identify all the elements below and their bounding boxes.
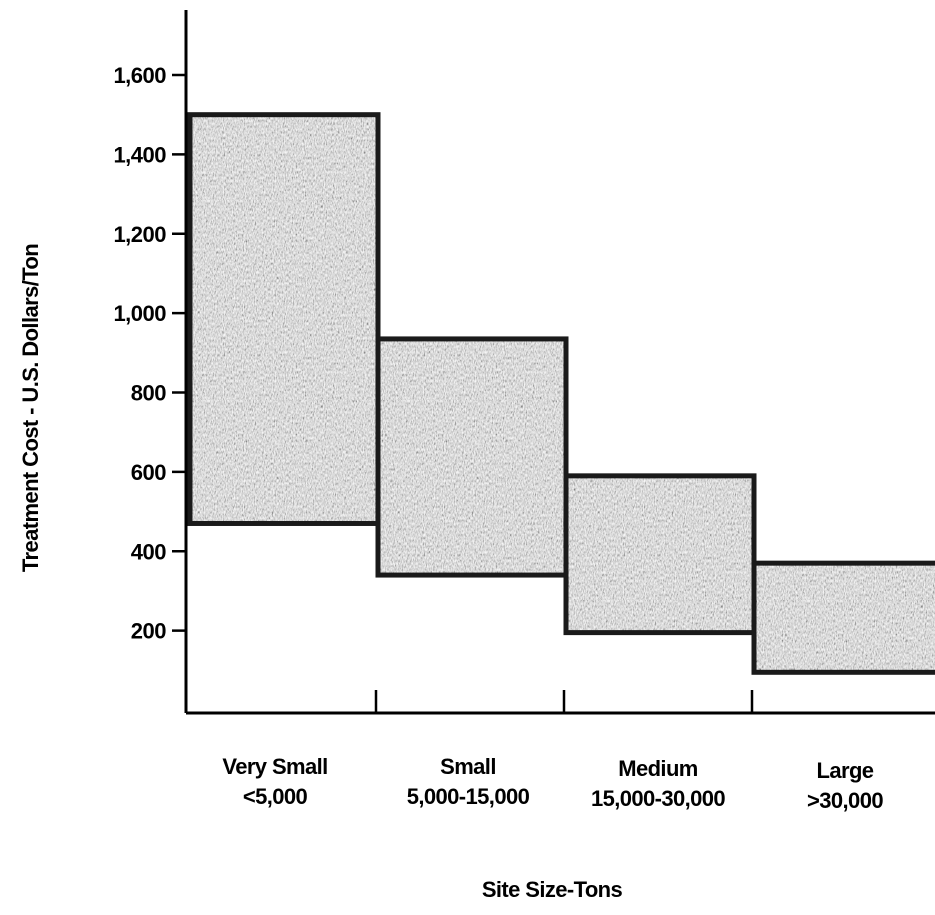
y-tick-label: 1,200 (113, 222, 166, 247)
category-label-line2: <5,000 (243, 784, 308, 809)
category-label-line2: >30,000 (807, 788, 883, 813)
y-tick-label: 1,400 (113, 142, 166, 167)
category-label-line2: 15,000-30,000 (591, 786, 725, 811)
y-tick-label: 400 (131, 539, 166, 564)
x-axis-title: Site Size-Tons (482, 877, 623, 902)
y-tick-label: 800 (131, 381, 166, 406)
category-label-line1: Medium (618, 756, 698, 781)
range-bar-1 (375, 336, 569, 578)
category-label-line1: Large (817, 758, 874, 783)
axes (184, 10, 935, 715)
y-tick-label: 1,600 (113, 63, 166, 88)
category-label-line2: 5,000-15,000 (407, 784, 530, 809)
y-tick-label: 200 (131, 619, 166, 644)
y-axis-title: Treatment Cost - U.S. Dollars/Ton (18, 244, 43, 572)
category-labels: Very Small <5,000 Small 5,000-15,000 Medium 1… (222, 754, 884, 813)
category-label-line1: Small (440, 754, 496, 779)
category-label-line1: Very Small (222, 754, 327, 779)
range-bar-3 (751, 560, 935, 675)
y-tick-label: 1,000 (113, 301, 166, 326)
y-tick-label: 600 (131, 460, 166, 485)
range-bar-0 (187, 112, 381, 526)
range-bar-2 (563, 473, 757, 636)
y-ticks: 200 400 600 800 1,000 1,200 1,400 1,600 (113, 63, 186, 644)
x-ticks (374, 690, 754, 713)
range-bars (187, 112, 935, 675)
